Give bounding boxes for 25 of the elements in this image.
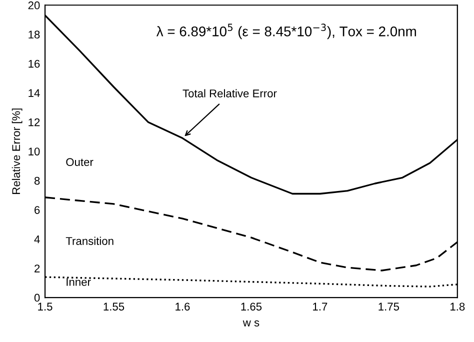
y-tick-label: 16 (28, 60, 40, 68)
y-tick-label: 6 (34, 206, 40, 214)
y-tick-label: 18 (28, 30, 40, 39)
y-tick-label: 10 (28, 148, 40, 156)
y-tick-label: 8 (34, 176, 40, 185)
annotation: Transition (66, 236, 114, 245)
x-axis-title: w s (242, 320, 260, 326)
x-tick-label: 1.6 (176, 302, 190, 311)
x-tick-label: 1.55 (104, 302, 124, 311)
y-tick-label: 14 (28, 89, 40, 97)
y-axis-title: Relative Error [%] (12, 108, 22, 194)
annotation: Inner (66, 278, 91, 286)
annotation: Total Relative Error (182, 89, 277, 98)
x-tick-label: 1.65 (241, 302, 262, 311)
y-tick-label: 4 (34, 235, 40, 244)
x-tick-label: 1.8 (450, 302, 465, 311)
annotation: λ = 6.89*10$^{5}$ (ε = 8.45*10$^{−3}$), Tox = 2.0nm (156, 24, 416, 40)
y-tick-label: 0 (34, 294, 40, 302)
y-tick-label: 12 (28, 118, 40, 126)
y-tick-label: 20 (28, 1, 40, 10)
x-tick-label: 1.5 (38, 302, 52, 311)
x-tick-label: 1.7 (313, 302, 328, 310)
y-tick-label: 2 (34, 264, 40, 272)
x-tick-label: 1.75 (378, 302, 400, 311)
annotation: Outer (66, 158, 94, 166)
